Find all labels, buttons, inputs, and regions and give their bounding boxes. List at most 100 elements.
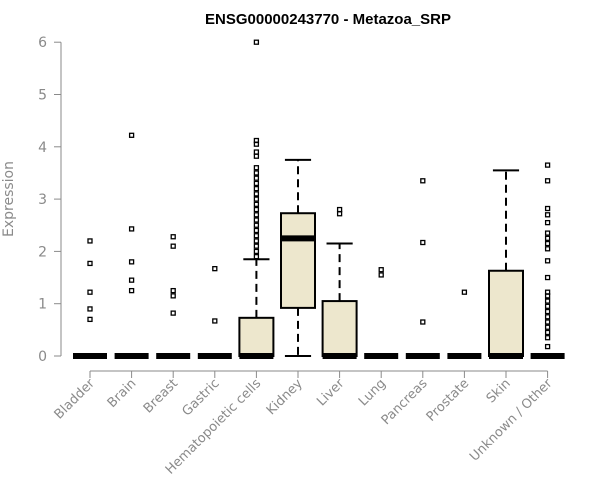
outlier-point [212,266,218,272]
outlier-point [420,319,426,325]
outlier-point [253,217,260,223]
outlier-point [87,289,93,295]
outlier-point [87,238,93,244]
box-body [238,316,275,358]
outlier-point [253,137,260,144]
box-group [447,289,482,359]
outlier-point [544,298,551,304]
outlier-point [544,319,551,325]
x-tick-label: Pancreas [379,376,431,428]
outlier-point [544,329,551,336]
y-tick-label: 0 [38,349,47,365]
outlier-point [253,149,260,155]
outlier-point [544,314,551,320]
outlier-point [461,289,468,295]
outlier-point [378,267,384,273]
box-group [321,206,358,359]
box-group [364,267,399,359]
outlier-point [128,287,135,294]
box-group [530,162,565,359]
outlier-point [87,316,93,323]
outlier-point [87,306,93,312]
outlier-point [544,230,551,236]
outlier-point [253,206,260,213]
outlier-point [544,303,551,309]
y-tick-label: 1 [38,297,47,313]
outlier-point [544,343,551,350]
outlier-point [544,235,551,241]
outlier-point [253,233,260,239]
outlier-point [544,335,551,341]
outlier-point [128,277,135,283]
outlier-point [253,165,260,171]
y-tick-label: 5 [38,88,47,104]
outlier-point [253,238,260,244]
outlier-point [544,240,551,247]
outlier-point [170,243,176,249]
outlier-point [420,178,426,184]
outlier-point [544,289,551,295]
box-body [488,269,524,358]
y-axis-label: Expression [1,161,17,237]
box-group [238,39,275,359]
outlier-point [253,227,260,234]
outlier-point [378,272,384,278]
y-axis: 0 1 2 3 4 5 6 [38,35,62,365]
outlier-point [253,253,260,260]
outlier-point [170,234,176,240]
outlier-point [544,246,551,252]
outlier-point [253,201,260,207]
plot-area [73,39,565,359]
box-group [488,169,524,359]
outlier-point [544,205,551,212]
outlier-point [544,162,551,168]
outlier-point [170,287,176,294]
outlier-point [253,175,260,181]
outlier-point [253,212,260,218]
box-group [280,158,316,357]
chart-title: ENSG00000243770 - Metazoa_SRP [205,11,451,28]
outlier-point [212,318,218,324]
outlier-point [544,178,551,184]
outlier-point [253,170,260,176]
outlier-point [253,180,260,187]
outlier-point [253,191,260,197]
outlier-point [253,39,260,45]
outlier-point [544,258,551,264]
outlier-point [336,211,343,217]
box-group [73,238,107,359]
outlier-point [544,274,551,281]
x-tick-label: Liver [314,376,348,410]
y-tick-label: 2 [38,244,47,260]
y-tick-label: 6 [38,35,47,51]
x-tick-label: Prostate [424,376,472,424]
box-group [197,266,232,359]
box-group [114,132,149,359]
outlier-point [128,226,135,232]
outlier-point [170,293,176,299]
outlier-point [253,248,260,255]
outlier-point [544,324,551,330]
outlier-point [544,308,551,315]
box-group [156,234,191,359]
x-tick-label: Bladder [52,376,99,423]
outlier-point [128,259,135,265]
x-tick-label: Brain [105,376,140,411]
x-tick-label: Lung [356,376,389,409]
outlier-point [170,310,176,316]
outlier-point [544,212,551,218]
outlier-point [253,222,260,228]
outlier-point [544,219,551,226]
outlier-point [128,132,135,138]
box-body [280,212,316,309]
x-tick-label: Skin [484,376,514,406]
outlier-point [87,260,93,267]
outlier-point [253,153,260,159]
outlier-point [253,196,260,202]
outlier-point [420,239,426,246]
box-body [321,300,358,357]
outlier-point [336,206,343,213]
outlier-point [253,185,260,192]
